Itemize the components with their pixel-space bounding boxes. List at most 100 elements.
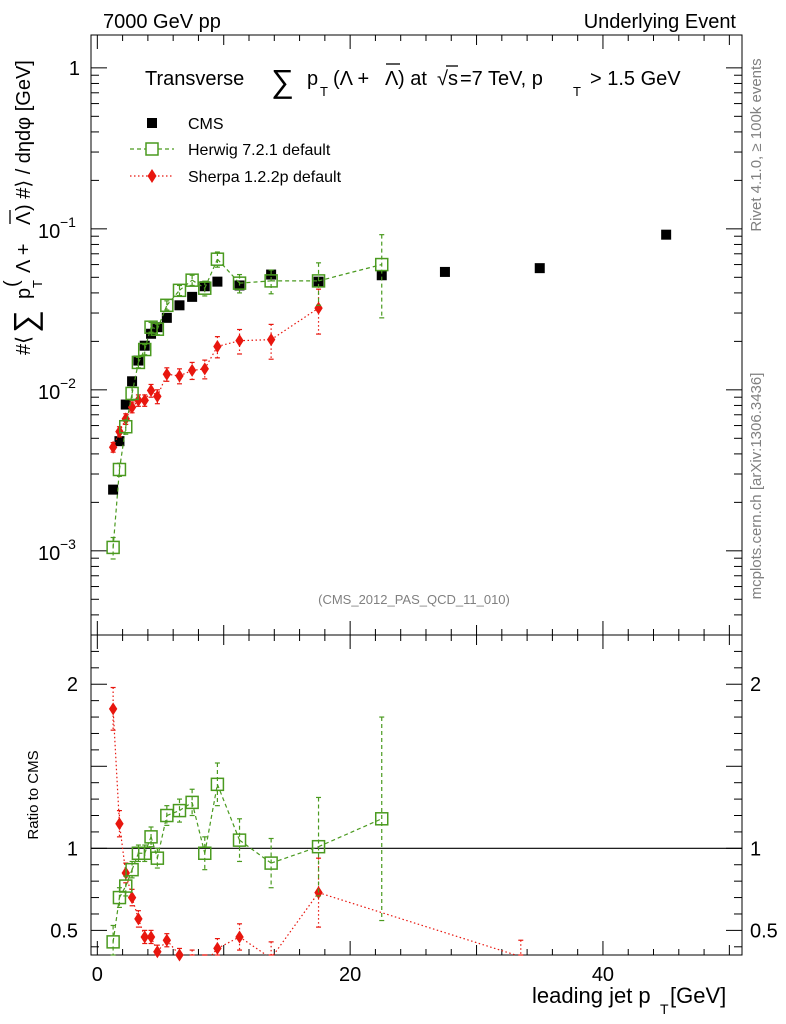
herwig-ratio-line-segment <box>270 846 319 864</box>
herwig-marker <box>125 386 139 401</box>
herwig-ratio-marker <box>311 839 326 854</box>
ratio-y-tick-label-right: 1 <box>750 838 761 860</box>
title-part-at: ) at <box>398 68 427 90</box>
mcplots-reference-label: mcplots.cern.ch [arXiv:1306.3436] <box>748 373 765 600</box>
herwig-ratio-marker <box>106 935 120 949</box>
sherpa-marker <box>235 334 244 348</box>
herwig-ratio-line-segment <box>216 784 241 841</box>
herwig-line-segment <box>166 289 180 306</box>
xlabel-part-t-sub: T <box>660 1001 669 1017</box>
legend-label-sherpa: Sherpa 1.2.2p default <box>188 169 342 186</box>
sherpa-marker <box>213 339 222 353</box>
xlabel-part-unit: [GeV] <box>670 983 726 1008</box>
sherpa-ratio-marker <box>162 933 172 947</box>
cms-data-point-marker <box>661 229 672 240</box>
herwig-ratio-line-segment <box>166 810 180 817</box>
ratio-y-tick-label-right: 0.5 <box>750 920 778 942</box>
herwig-marker <box>210 252 225 266</box>
sherpa-marker <box>140 393 149 407</box>
sherpa-marker <box>187 363 197 377</box>
title-part-transverse: Transverse <box>145 68 244 90</box>
herwig-marker <box>198 281 212 295</box>
cms-data-point-marker <box>534 263 545 274</box>
sherpa-ratio-marker <box>108 702 118 716</box>
xlabel-part-main: leading jet p <box>532 983 651 1008</box>
herwig-ratio-line-segment <box>191 802 206 854</box>
sherpa-ratio-line-segment <box>318 892 516 956</box>
ratio-y-tick-label: 1 <box>67 838 78 860</box>
legend-marker-sherpa <box>147 169 157 183</box>
herwig-ratio-marker <box>210 777 225 792</box>
herwig-ratio-marker <box>144 830 158 844</box>
sherpa-marker <box>108 440 118 454</box>
x-axis-label: leading jet p T [GeV] <box>532 983 726 1017</box>
sherpa-ratio-marker <box>146 930 156 944</box>
title-part-t-sub: T <box>320 84 328 99</box>
y-tick-label: 1 <box>69 58 80 80</box>
y-tick-label-base: 10 <box>38 382 60 404</box>
herwig-marker <box>106 540 120 555</box>
herwig-line-segment <box>131 362 139 394</box>
herwig-ratio-line-segment <box>150 836 158 859</box>
legend-item-cms: CMS <box>147 116 224 133</box>
sherpa-ratio-line-segment <box>273 892 320 956</box>
herwig-marker <box>160 298 174 313</box>
cms-data-point-marker <box>212 276 223 287</box>
y-tick-label-exponent: −1 <box>60 214 76 230</box>
cms-data-point-marker <box>114 436 125 447</box>
sherpa-line-segment <box>131 399 139 408</box>
y-tick-label-exponent: −3 <box>60 536 76 552</box>
herwig-ratio-marker <box>232 833 247 847</box>
ratio-y-tick-label: 2 <box>67 674 78 696</box>
sherpa-ratio-line-segment <box>112 708 121 824</box>
sherpa-ratio-marker <box>140 930 149 944</box>
ylabel-part-paren: ( <box>1 280 23 287</box>
sherpa-line-segment <box>204 346 218 370</box>
title-part-antilambda: Λ <box>385 68 399 90</box>
title-part-cut: > 1.5 GeV <box>590 68 681 90</box>
sherpa-line-segment <box>270 307 319 341</box>
main-plot-series <box>106 229 672 560</box>
herwig-ratio-marker <box>264 856 278 870</box>
sherpa-marker <box>162 367 172 381</box>
y-tick-label-base: 10 <box>38 543 60 565</box>
sherpa-line-segment <box>112 431 120 448</box>
x-tick-label: 0 <box>92 964 103 986</box>
herwig-ratio-line-segment <box>112 897 121 942</box>
sherpa-marker <box>266 333 276 347</box>
herwig-ratio-marker <box>185 795 199 810</box>
y-tick-label-exponent: −2 <box>60 375 76 391</box>
header-energy-label: 7000 GeV pp <box>103 11 221 33</box>
herwig-line-segment <box>204 258 218 289</box>
ratio-y-tick-label: 0.5 <box>50 920 78 942</box>
sherpa-ratio-marker <box>115 817 124 831</box>
ylabel-part-t-sub: T <box>30 280 45 288</box>
herwig-marker <box>137 342 152 357</box>
legend-label-herwig: Herwig 7.2.1 default <box>188 142 331 159</box>
title-part-p: p <box>307 68 318 90</box>
main-axis-ticks: 10 −310 −210 −11 <box>38 35 742 636</box>
main-plot-title: Transverse ∑ p T (Λ + Λ ) at √s =7 TeV, … <box>145 63 681 99</box>
cms-data-point-marker <box>161 312 172 323</box>
ylabel-part-antilambda: Λ <box>13 211 35 225</box>
header-category-label: Underlying Event <box>584 11 737 33</box>
cms-data-point-marker <box>439 266 450 277</box>
sherpa-ratio-line-segment <box>217 936 240 949</box>
cms-data-point-marker <box>174 300 185 311</box>
herwig-ratio-line-segment <box>318 818 382 848</box>
herwig-ratio-marker <box>125 862 139 877</box>
cms-data-point-marker <box>108 484 119 495</box>
herwig-ratio-marker <box>374 812 389 826</box>
herwig-marker <box>131 355 146 370</box>
sherpa-marker <box>146 384 156 398</box>
sherpa-ratio-line-segment <box>239 936 267 956</box>
main-y-axis-label: #⟨ ∑ p T ( Λ + Λ ) #⟩ / dηdφ [GeV] <box>1 60 45 355</box>
x-tick-label: 40 <box>592 964 614 986</box>
herwig-marker <box>119 419 133 434</box>
sherpa-marker <box>153 389 162 403</box>
cms-data-point-marker <box>120 399 131 410</box>
sherpa-marker <box>134 393 143 407</box>
herwig-line-segment <box>144 327 152 350</box>
legend: CMS Herwig 7.2.1 default Sherpa 1.2.2p d… <box>130 116 342 186</box>
cms-data-point-marker <box>313 276 324 287</box>
